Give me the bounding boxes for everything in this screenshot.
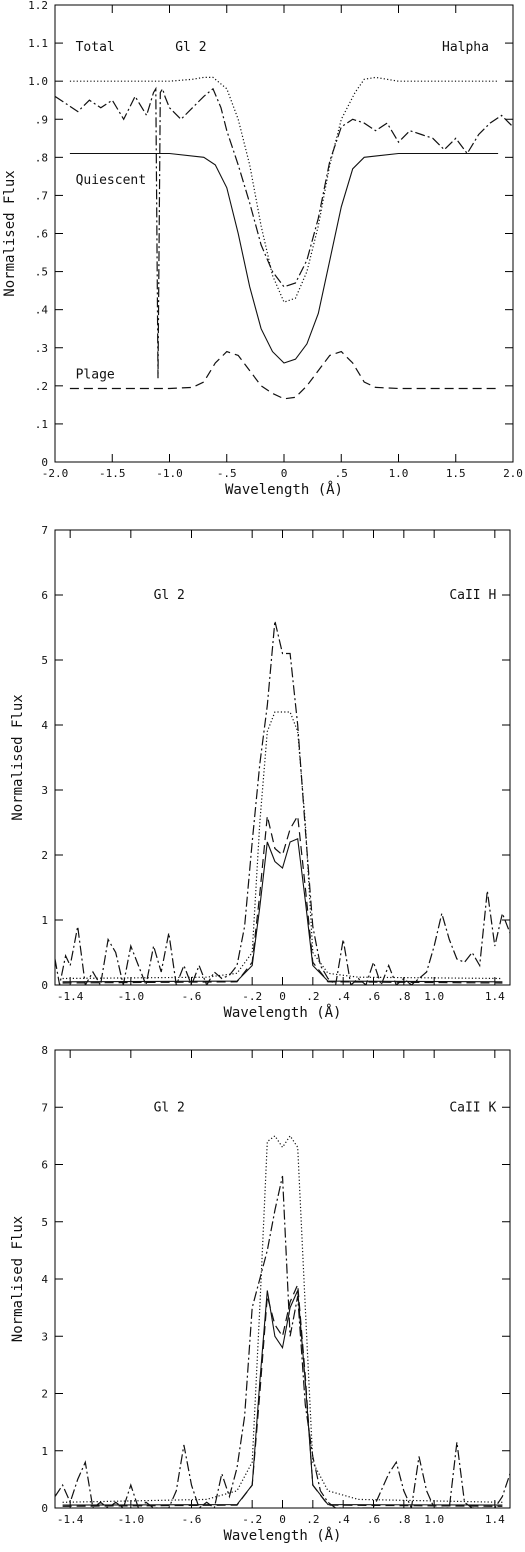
y-tick-label: .3 bbox=[35, 342, 48, 355]
annotation-quiescent: Quiescent bbox=[76, 173, 146, 188]
y-tick-label: 1 bbox=[41, 1445, 48, 1458]
x-tick-label: 2.0 bbox=[503, 467, 523, 480]
series-line-plage bbox=[62, 814, 503, 984]
plot-frame bbox=[54, 529, 511, 986]
y-tick-label: 2 bbox=[41, 849, 48, 862]
annotation-plage: Plage bbox=[76, 367, 115, 382]
x-axis-label: Wavelength (Å) bbox=[225, 481, 343, 498]
y-axis-label: Normalised Flux bbox=[10, 694, 26, 820]
y-tick-label: 1.0 bbox=[28, 75, 48, 88]
chart-panel-3: -1.4 -1.0 -.6 -.2 0 .2 .4 .6 .8 1.0 1.4 0 1 2 3 4 5 6 7 8 Wa… bbox=[10, 1044, 511, 1544]
series-line-total bbox=[62, 711, 503, 980]
y-tick-label: 8 bbox=[41, 1044, 48, 1057]
x-tick-label: -1.5 bbox=[99, 467, 126, 480]
x-tick-label: .8 bbox=[397, 990, 410, 1003]
x-tick-label: 1.0 bbox=[389, 467, 409, 480]
x-tick-label: -1.0 bbox=[118, 990, 145, 1003]
y-tick-label: 3 bbox=[41, 784, 48, 797]
x-tick-label: .2 bbox=[306, 990, 319, 1003]
y-tick-label: 7 bbox=[41, 524, 48, 537]
x-tick-label: 0 bbox=[279, 990, 286, 1003]
series-line-plage bbox=[69, 350, 499, 400]
x-tick-label: 1.0 bbox=[424, 1513, 444, 1526]
x-tick-label: .2 bbox=[306, 1513, 319, 1526]
annotation-halpha: Halpha bbox=[442, 40, 489, 55]
series-line-total bbox=[69, 76, 499, 303]
y-tick-label: .1 bbox=[35, 418, 48, 431]
y-tick-label: .5 bbox=[35, 266, 48, 279]
annotation-gl-2: Gl 2 bbox=[175, 40, 206, 55]
x-axis-label: Wavelength (Å) bbox=[223, 1004, 341, 1021]
y-tick-label: 1.1 bbox=[28, 37, 48, 50]
y-tick-label: 5 bbox=[41, 1216, 48, 1229]
x-tick-label: -1.4 bbox=[57, 990, 84, 1003]
x-tick-label: 1.0 bbox=[424, 990, 444, 1003]
chart-panel-2: -1.4 -1.0 -.6 -.2 0 .2 .4 .6 .8 1.0 1.4 0 1 2 3 4 5 6 7 Wav… bbox=[10, 524, 511, 1021]
x-tick-label: .6 bbox=[367, 990, 380, 1003]
series-line-quiescent bbox=[69, 152, 499, 364]
x-tick-label: -.2 bbox=[242, 990, 262, 1003]
y-tick-label: 3 bbox=[41, 1330, 48, 1343]
y-tick-label: 6 bbox=[41, 1159, 48, 1172]
y-tick-label: 4 bbox=[41, 719, 48, 732]
annotation-caii-h: CaII H bbox=[449, 588, 496, 603]
y-tick-label: .6 bbox=[35, 228, 48, 241]
y-tick-label: .8 bbox=[35, 151, 48, 164]
x-tick-label: .8 bbox=[397, 1513, 410, 1526]
x-tick-label: 1.4 bbox=[485, 1513, 505, 1526]
x-tick-label: 1.5 bbox=[446, 467, 466, 480]
x-tick-label: 0 bbox=[279, 1513, 286, 1526]
x-tick-label: -1.0 bbox=[156, 467, 183, 480]
annotation-total: Total bbox=[76, 40, 115, 55]
y-tick-label: .4 bbox=[35, 304, 49, 317]
y-tick-label: 5 bbox=[41, 654, 48, 667]
annotation-gl-2: Gl 2 bbox=[154, 1100, 185, 1115]
chart-panel-1: -2.0 -1.5 -1.0 -.5 0 .5 1.0 1.5 2.0 0 .1 .2 .3 .4 .5 .6… bbox=[2, 0, 523, 498]
series-line-quiescent bbox=[62, 838, 503, 983]
y-tick-label: 1 bbox=[41, 914, 48, 927]
x-axis-label: Wavelength (Å) bbox=[223, 1527, 341, 1544]
y-axis-label: Normalised Flux bbox=[10, 1216, 26, 1342]
annotation-caii-k: CaII K bbox=[449, 1100, 496, 1115]
series-line-observed bbox=[55, 1175, 510, 1508]
series-line-observed bbox=[55, 86, 513, 379]
x-tick-label: .4 bbox=[337, 990, 351, 1003]
series-line-observed bbox=[55, 620, 510, 985]
series-line-total bbox=[62, 1134, 503, 1503]
x-tick-label: .6 bbox=[367, 1513, 380, 1526]
y-tick-label: 0 bbox=[41, 1502, 48, 1515]
y-tick-label: .7 bbox=[35, 189, 48, 202]
series-line-plage bbox=[62, 1284, 503, 1507]
y-tick-label: 2 bbox=[41, 1388, 48, 1401]
annotation-gl-2: Gl 2 bbox=[154, 588, 185, 603]
x-tick-label: 1.4 bbox=[485, 990, 505, 1003]
x-tick-label: -1.4 bbox=[57, 1513, 84, 1526]
x-tick-label: 0 bbox=[281, 467, 288, 480]
x-tick-label: -.6 bbox=[182, 990, 202, 1003]
x-tick-label: -1.0 bbox=[118, 1513, 145, 1526]
x-tick-label: -.5 bbox=[217, 467, 237, 480]
y-tick-label: 4 bbox=[41, 1273, 48, 1286]
y-tick-label: .2 bbox=[35, 380, 48, 393]
x-tick-label: .5 bbox=[335, 467, 348, 480]
plot-frame bbox=[54, 4, 514, 463]
y-tick-label: 0 bbox=[41, 456, 48, 469]
y-tick-label: 1.2 bbox=[28, 0, 48, 12]
y-tick-label: 6 bbox=[41, 589, 48, 602]
x-tick-label: .4 bbox=[337, 1513, 351, 1526]
y-tick-label: .9 bbox=[35, 113, 48, 126]
x-tick-label: -.2 bbox=[242, 1513, 262, 1526]
y-tick-label: 0 bbox=[41, 979, 48, 992]
x-tick-label: -2.0 bbox=[42, 467, 69, 480]
x-tick-label: -.6 bbox=[182, 1513, 202, 1526]
y-tick-label: 7 bbox=[41, 1101, 48, 1114]
plot-frame bbox=[54, 1049, 511, 1509]
series-line-quiescent bbox=[62, 1290, 503, 1506]
y-axis-label: Normalised Flux bbox=[2, 170, 18, 296]
